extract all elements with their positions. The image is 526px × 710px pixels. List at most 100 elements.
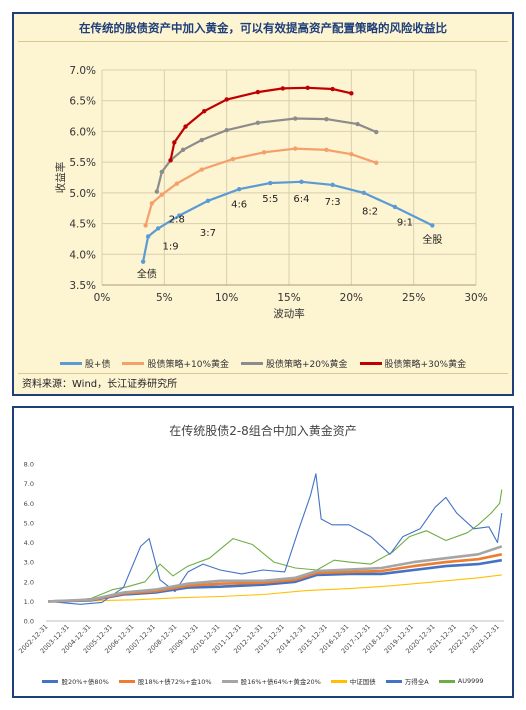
- point-annotation: 3:7: [200, 228, 216, 239]
- series-point: [145, 234, 151, 239]
- x-axis-title: 波动率: [273, 307, 305, 320]
- series-point: [330, 182, 335, 188]
- series-point: [280, 86, 285, 91]
- y-tick-label: 6.5%: [69, 96, 96, 108]
- legend-item: 万得全A: [385, 676, 429, 686]
- series-point: [154, 189, 160, 194]
- legend-item: 股债策略+10%黄金: [122, 357, 229, 370]
- point-annotation: 4:6: [231, 200, 247, 211]
- series-point: [330, 86, 335, 92]
- point-annotation: 5:5: [262, 194, 278, 205]
- y-tick-label: 6.0%: [69, 126, 96, 138]
- y-tick-label: 7.0%: [69, 65, 96, 77]
- chart-panel-gold-risk-return: 在传统的股债资产中加入黄金，可以有效提高资产配置策略的风险收益比 0% 5% 10%…: [12, 12, 514, 396]
- legend-label: 万得全A: [404, 678, 429, 686]
- risk-return-chart: 0% 5% 10% 15% 20% 25% 30% 3.5% 4.0% 4.5% 5.0% 5.5% 6…: [54, 65, 488, 320]
- series-line: [48, 545, 503, 603]
- series-point: [143, 223, 148, 228]
- series-line: [48, 473, 503, 605]
- portfolio-nav-chart: 0.01.02.03.04.05.06.07.08.02002-12-31200…: [17, 461, 504, 655]
- legend-label: 股20%+债80%: [61, 678, 109, 686]
- series-line: [48, 574, 502, 602]
- series-point: [392, 204, 398, 210]
- y-tick-label: 5.5%: [69, 157, 96, 169]
- legend-item: 股16%+债64%+黄金20%: [221, 676, 321, 686]
- series-point: [159, 169, 165, 175]
- y-tick-label: 1.0: [24, 598, 34, 606]
- series-point: [324, 116, 329, 122]
- point-annotation: 2:8: [169, 214, 185, 225]
- legend-label: 股债策略+30%黄金: [384, 360, 467, 370]
- series-point: [430, 223, 435, 228]
- y-tick-label: 8.0: [24, 461, 34, 469]
- series-point: [205, 198, 211, 204]
- y-tick-label: 3.5%: [69, 280, 96, 292]
- source-divider: [18, 373, 508, 374]
- chart-legend: 股20%+债80% 股18%+债72%+金10% 股16%+债64%+黄金20% 中证…: [14, 676, 512, 686]
- legend-swatch: [42, 679, 59, 683]
- y-tick-label: 7.0: [24, 480, 34, 488]
- legend-label: AU9999: [457, 677, 484, 685]
- chart-title: 在传统股债2-8组合中加入黄金资产: [169, 424, 357, 438]
- source-note: 资料来源：Wind，长江证券研究所: [22, 379, 178, 390]
- legend-swatch: [241, 362, 263, 365]
- legend-label: 股18%+债72%+金10%: [137, 678, 212, 686]
- legend-swatch: [359, 362, 382, 365]
- series-point: [174, 181, 179, 186]
- series-point: [159, 192, 165, 197]
- series-point: [255, 120, 261, 126]
- series-line: [169, 86, 352, 161]
- y-tick-label: 6.0: [24, 500, 34, 508]
- legend-item: 中证国债: [330, 676, 376, 686]
- chart-panel-portfolio-nav: 在传统股债2-8组合中加入黄金资产 0.0 1.0 2.0 3.0 4.0 5.0 6.0 7…: [12, 406, 514, 698]
- series-point: [183, 124, 188, 129]
- series-point: [324, 147, 329, 153]
- series-point: [224, 97, 229, 102]
- series-point: [155, 226, 161, 231]
- series-point: [230, 156, 236, 162]
- legend-item: 股债策略+20%黄金: [241, 357, 348, 370]
- y-tick-label: 4.5%: [69, 219, 96, 231]
- point-annotation: 6:4: [293, 194, 309, 205]
- chart-title: 在传统的股债资产中加入黄金，可以有效提高资产配置策略的风险收益比: [79, 21, 447, 35]
- legend-swatch: [122, 362, 145, 365]
- series-point: [374, 160, 379, 165]
- point-annotation: 9:1: [397, 217, 413, 228]
- legend-label: 股债策略+20%黄金: [266, 360, 348, 370]
- series-point: [255, 89, 261, 95]
- y-tick-label: 4.0%: [69, 249, 96, 261]
- y-tick-label: 2.0: [24, 578, 34, 586]
- series-point: [172, 140, 177, 145]
- title-divider: [18, 41, 508, 42]
- series-point: [236, 186, 242, 192]
- series-point: [199, 167, 204, 172]
- y-tick-label: 4.0: [24, 539, 34, 547]
- x-tick-label: 20%: [340, 292, 363, 304]
- series-point: [374, 129, 379, 135]
- point-annotation: 8:2: [362, 206, 378, 217]
- series-point: [349, 91, 354, 96]
- x-tick-label: 30%: [464, 292, 487, 304]
- series-point: [199, 137, 204, 143]
- legend-item: AU9999: [438, 677, 484, 685]
- series-point: [349, 151, 354, 157]
- x-tick-label: 25%: [402, 292, 425, 304]
- chart-legend: 股+债 股债策略+10%黄金 股债策略+20%黄金 股债策略+30%黄金: [14, 357, 512, 370]
- legend-label: 股债策略+10%黄金: [147, 360, 229, 370]
- series-point: [224, 128, 229, 133]
- point-annotation: 7:3: [325, 197, 341, 208]
- x-tick-label: 10%: [215, 292, 238, 304]
- legend-label: 股16%+债64%+黄金20%: [240, 678, 321, 686]
- point-annotation: 全债: [137, 268, 157, 281]
- x-tick-label: 15%: [277, 292, 300, 304]
- series-point: [293, 146, 298, 151]
- x-tick-label: 0%: [94, 292, 111, 304]
- legend-label: 股+债: [84, 360, 111, 370]
- legend-swatch: [438, 679, 455, 683]
- series-point: [149, 201, 155, 206]
- legend-swatch: [118, 679, 135, 683]
- y-tick-label: 0.0: [24, 618, 34, 626]
- legend-item: 股债策略+30%黄金: [359, 357, 467, 370]
- series-point: [361, 190, 366, 196]
- legend-item: 股+债: [59, 357, 111, 370]
